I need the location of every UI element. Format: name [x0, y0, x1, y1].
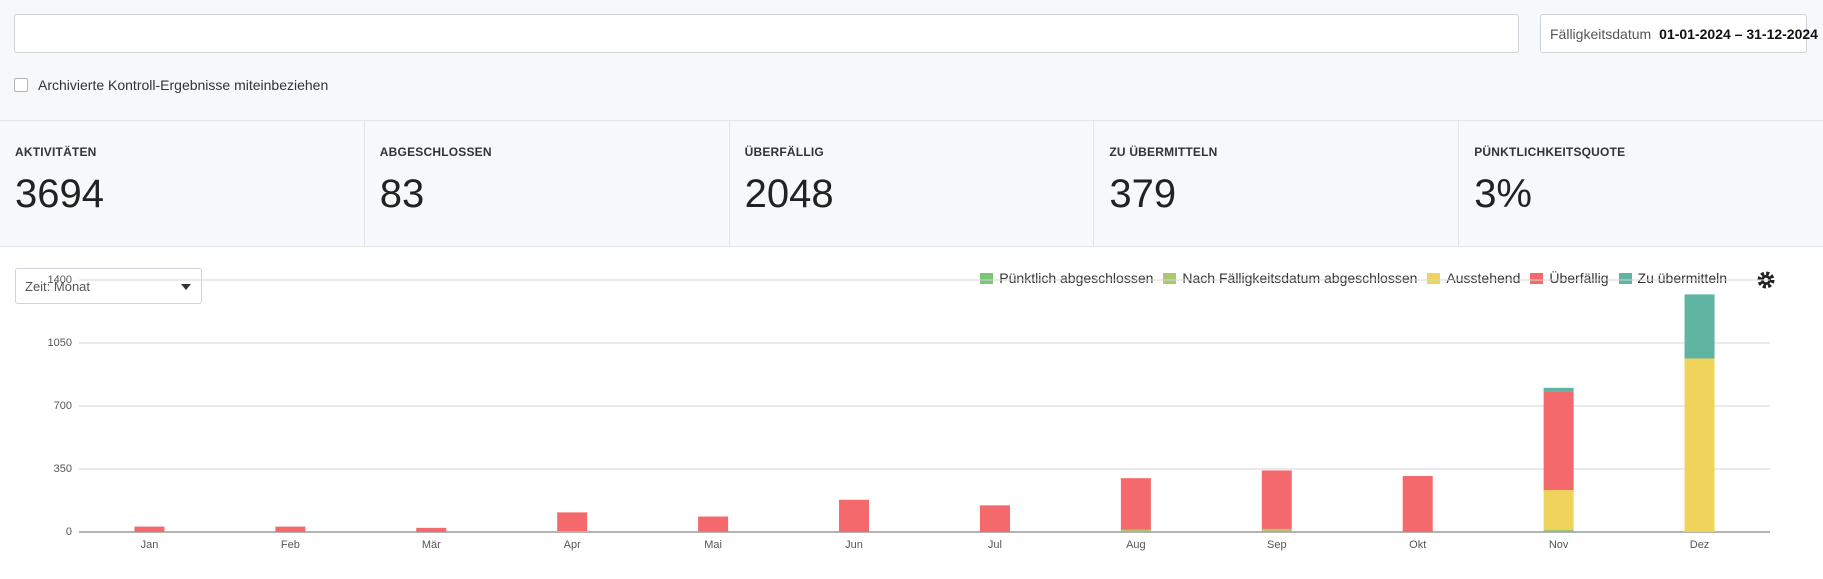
time-select[interactable]: Zeit: Monat [15, 268, 202, 304]
kpi-value: 3% [1474, 172, 1532, 216]
bar-segment [557, 531, 588, 532]
checkbox[interactable] [14, 78, 28, 92]
kpi-card: ZU ÜBERMITTELN 379 [1094, 121, 1460, 246]
kpi-strip: AKTIVITÄTEN 3694 ABGESCHLOSSEN 83 ÜBERFÄLLIG… [0, 121, 1823, 247]
chart: 0 350 700 1050 1400 Jan Feb Mär Apr Mai Jun Jul Aug S… [48, 274, 1770, 551]
x-tick-label: Sep [1267, 539, 1287, 551]
legend-swatch [1427, 272, 1441, 284]
bar-segment [1120, 531, 1151, 532]
bar-segment [1543, 490, 1574, 530]
y-tick-label: 1050 [48, 337, 72, 349]
legend: Pünktlich abgeschlossen Nach Fälligkeitsd… [970, 270, 1727, 286]
bar-segment [1261, 531, 1292, 532]
kpi-label: AKTIVITÄTEN [15, 145, 97, 159]
kpi-card: ABGESCHLOSSEN 83 [365, 121, 730, 246]
x-tick-label: Feb [281, 539, 300, 551]
bar-segment [839, 499, 870, 532]
bar-segment [557, 512, 588, 532]
bar-segment [1120, 478, 1151, 530]
legend-swatch [1618, 272, 1632, 284]
bar-segment [1120, 529, 1151, 532]
legend-swatch [1530, 272, 1544, 284]
x-tick-label: Mai [704, 539, 722, 551]
time-select-label: Zeit: Monat [25, 278, 91, 294]
bar-segment [1261, 528, 1292, 532]
kpi-value: 83 [379, 172, 425, 216]
legend-swatch [1163, 272, 1177, 284]
legend-item: Nach Fälligkeitsdatum abgeschlossen [1163, 270, 1417, 286]
kpi-card: PÜNKTLICHKEITSQUOTE 3% [1459, 121, 1823, 246]
legend-swatch [980, 272, 994, 284]
x-tick-label: Aug [1126, 539, 1146, 551]
bar-segment [1543, 529, 1574, 531]
kpi-card: AKTIVITÄTEN 3694 [0, 121, 365, 246]
legend-item: Überfällig [1530, 270, 1609, 286]
kpi-label: PÜNKTLICHKEITSQUOTE [1474, 145, 1626, 159]
date-filter-range: 01-01-2024 – 31-12-2024 [1659, 25, 1818, 42]
search-input[interactable] [14, 14, 1519, 53]
legend-label: Überfällig [1549, 270, 1609, 286]
kpi-value: 3694 [15, 172, 104, 216]
kpi-label: ÜBERFÄLLIG [744, 145, 824, 159]
date-filter-label: Fälligkeitsdatum [1550, 25, 1652, 42]
caret [181, 284, 191, 290]
x-tick-label: Jun [845, 539, 863, 551]
bar-segment [1261, 470, 1292, 529]
x-tick-label: Okt [1409, 539, 1426, 551]
bar-segment [1543, 387, 1574, 392]
x-tick-label: Mär [422, 539, 441, 551]
x-tick-label: Jul [988, 539, 1002, 551]
bar-segment [1684, 358, 1715, 532]
x-tick-label: Apr [564, 539, 581, 551]
bar-segment [698, 516, 729, 532]
date-filter[interactable]: Fälligkeitsdatum 01-01-2024 – 31-12-2024 [1540, 14, 1818, 53]
y-tick-label: 700 [54, 400, 72, 412]
legend-item: Ausstehend [1427, 270, 1520, 286]
bar-segment [1543, 530, 1574, 532]
bar-segment [979, 505, 1010, 532]
kpi-value: 2048 [744, 172, 834, 216]
bar-segment [1684, 294, 1715, 359]
legend-item: Pünktlich abgeschlossen [980, 270, 1153, 286]
legend-item: Zu übermitteln [1618, 270, 1727, 286]
archive-checkbox[interactable]: Archivierte Kontroll-Ergebnisse miteinbe… [14, 77, 328, 93]
bar-segment [1543, 391, 1574, 491]
bar-segment [275, 526, 306, 532]
kpi-label: ZU ÜBERMITTELN [1109, 145, 1218, 159]
kpi-card: ÜBERFÄLLIG 2048 [730, 121, 1095, 246]
kpi-label: ABGESCHLOSSEN [379, 145, 492, 159]
x-tick-label: Dez [1690, 539, 1710, 551]
bar-segment [1402, 476, 1433, 532]
bar-segment [134, 526, 165, 532]
bar-segment [416, 527, 447, 532]
legend-label: Pünktlich abgeschlossen [999, 270, 1154, 286]
y-tick-label: 350 [54, 463, 72, 475]
y-tick-label: 0 [66, 526, 72, 538]
filter-bar: Fälligkeitsdatum 01-01-2024 – 31-12-2024… [0, 0, 1823, 121]
legend-label: Ausstehend [1446, 270, 1521, 286]
y-tick-label: 1400 [48, 274, 72, 286]
x-tick-label: Nov [1549, 539, 1569, 551]
legend-label: Zu übermitteln [1637, 270, 1727, 286]
legend-label: Nach Fälligkeitsdatum abgeschlossen [1182, 270, 1418, 286]
kpi-value: 379 [1109, 172, 1177, 216]
x-tick-label: Jan [141, 539, 159, 551]
checkbox-label: Archivierte Kontroll-Ergebnisse miteinbe… [38, 77, 329, 93]
